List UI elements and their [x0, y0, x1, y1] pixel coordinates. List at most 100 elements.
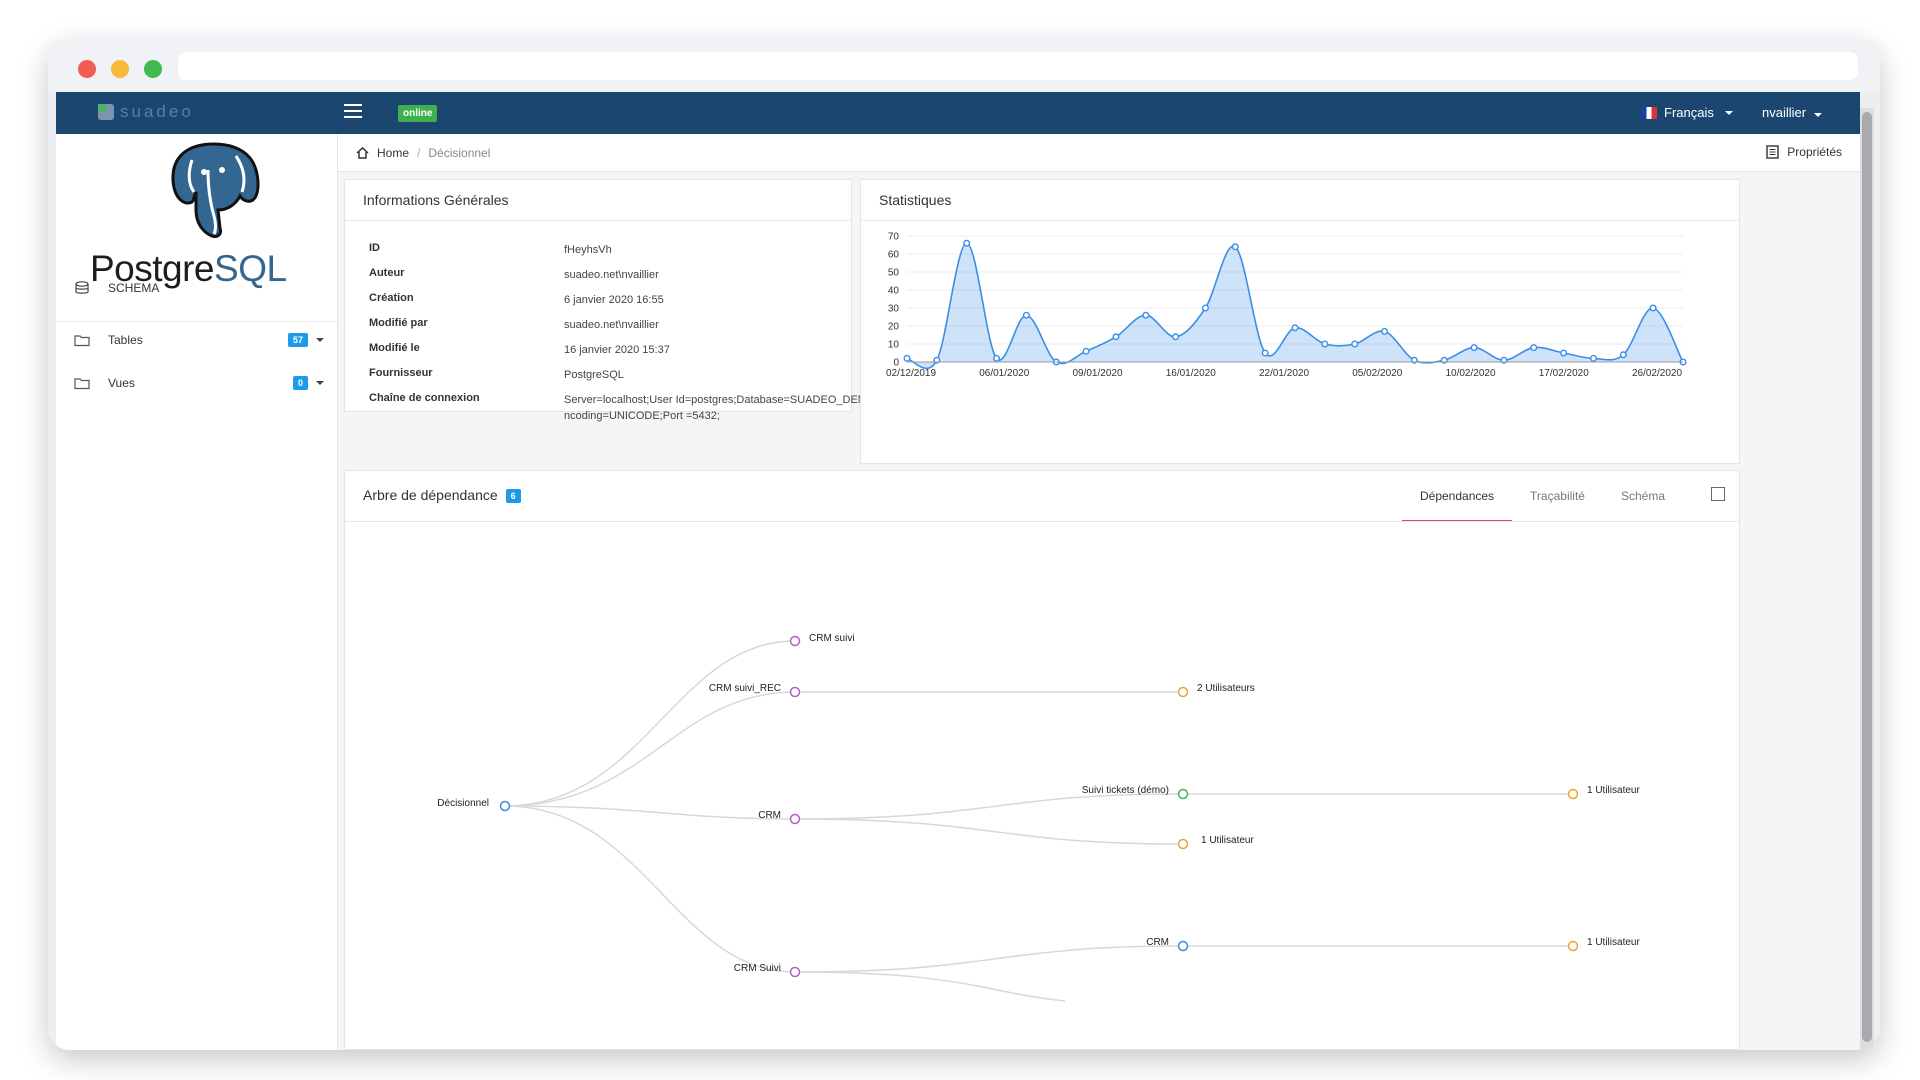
tree-node-crm[interactable]	[789, 813, 801, 825]
tree-node-users-1c[interactable]	[1567, 940, 1579, 952]
card-divider	[861, 220, 1739, 221]
tree-label-crm-suivi-rec: CRM suivi_REC	[709, 683, 781, 694]
suadeo-logo-icon	[98, 104, 114, 120]
info-value: suadeo.net\nvaillier	[564, 269, 659, 281]
tree-node-users-1b[interactable]	[1177, 838, 1189, 850]
count-badge: 6	[505, 489, 521, 504]
statistics-chart: 0 10 20 30 40 50 60 70 02/12/2019 06/01/2020 09/01…	[886, 232, 1687, 379]
tree-link	[504, 805, 796, 973]
info-key: Fournisseur	[369, 367, 433, 379]
tree-label-users-1c: 1 Utilisateur	[1587, 937, 1640, 948]
data-point	[1530, 344, 1538, 352]
tree-label-users-1a: 1 Utilisateur	[1587, 785, 1640, 796]
properties-label: Propriétés	[1787, 145, 1842, 159]
sidebar-item-schema[interactable]: SCHEMA	[74, 281, 324, 295]
postgresql-wordmark: PostgreSQL	[90, 248, 287, 290]
data-point	[963, 239, 971, 247]
x-tick-label: 26/02/2020	[1632, 368, 1682, 379]
y-tick-label: 60	[888, 250, 900, 261]
info-key: Modifié le	[369, 342, 420, 354]
data-point	[1082, 347, 1090, 355]
breadcrumb-bar: Home / Décisionnel Propriétés	[338, 134, 1860, 172]
breadcrumb-home[interactable]: Home	[377, 146, 410, 160]
tree-node-users-1a[interactable]	[1567, 788, 1579, 800]
tree-label-crm-suivi-2: CRM Suivi	[734, 963, 781, 974]
language-label: Français	[1664, 105, 1714, 120]
tree-node-crm-suivi-2[interactable]	[789, 966, 801, 978]
card-title: Arbre de dépendance 6	[363, 487, 521, 504]
menu-toggle-icon[interactable]	[344, 104, 362, 118]
breadcrumb: Home / Décisionnel	[356, 146, 490, 160]
sidebar-item-vues[interactable]: Vues 0	[74, 376, 324, 390]
data-point	[1470, 344, 1478, 352]
tree-node-crm-child[interactable]	[1177, 940, 1189, 952]
info-row-author: Auteur suadeo.net\nvaillier	[369, 267, 889, 283]
tree-link	[794, 971, 1066, 1002]
info-key: Chaîne de connexion	[369, 392, 480, 404]
info-key: Modifié par	[369, 317, 428, 329]
info-row-modified-on: Modifié le 16 janvier 2020 15:37	[369, 342, 889, 358]
info-value: suadeo.net\nvaillier	[564, 319, 659, 331]
tree-label-crm: CRM	[758, 810, 781, 821]
tree-node-users-2[interactable]	[1177, 686, 1189, 698]
language-selector[interactable]: Français	[1641, 105, 1733, 120]
chevron-down-icon[interactable]	[316, 381, 324, 385]
data-point	[1231, 243, 1239, 251]
tab-schema[interactable]: Schéma	[1620, 489, 1665, 503]
user-name: nvaillier	[1762, 105, 1807, 120]
data-point	[1112, 333, 1120, 341]
breadcrumb-separator: /	[417, 146, 421, 160]
data-point	[1201, 304, 1209, 312]
minimize-window-button[interactable]	[111, 60, 129, 78]
tree-node-root[interactable]	[499, 800, 511, 812]
y-tick-label: 20	[888, 322, 900, 333]
properties-button[interactable]: Propriétés	[1766, 145, 1842, 159]
data-point	[1649, 304, 1657, 312]
info-row-created: Création 6 janvier 2020 16:55	[369, 292, 889, 308]
dependency-tree-card: Arbre de dépendance 6 Dépendances Traçabi…	[344, 470, 1740, 1050]
info-value: 6 janvier 2020 16:55	[564, 294, 664, 306]
tab-dependances[interactable]: Dépendances	[1401, 471, 1513, 522]
wordmark-right: SQL	[214, 248, 287, 289]
count-badge: 57	[287, 333, 308, 347]
info-row-modified-by: Modifié par suadeo.net\nvaillier	[369, 317, 889, 333]
y-tick-label: 70	[888, 232, 900, 243]
x-tick-label: 06/01/2020	[979, 368, 1029, 379]
sidebar-item-label: Tables	[108, 333, 143, 347]
tab-tracabilite[interactable]: Traçabilité	[1530, 489, 1585, 503]
fullscreen-icon[interactable]	[1711, 487, 1725, 501]
brand-logo[interactable]: suadeo	[98, 102, 194, 122]
data-point	[1589, 354, 1597, 362]
card-title: Statistiques	[879, 192, 952, 208]
info-key: Auteur	[369, 267, 405, 279]
maximize-window-button[interactable]	[144, 60, 162, 78]
sidebar-item-tables[interactable]: Tables 57	[74, 333, 324, 347]
page-scrollbar[interactable]	[1860, 108, 1874, 1050]
close-window-button[interactable]	[78, 60, 96, 78]
user-menu[interactable]: nvaillier	[1762, 105, 1822, 120]
data-point	[1321, 340, 1329, 348]
address-bar[interactable]	[178, 52, 1858, 80]
y-tick-label: 50	[888, 268, 900, 279]
data-point	[1142, 311, 1150, 319]
scrollbar-thumb[interactable]	[1862, 112, 1872, 1042]
status-badge: online	[398, 105, 438, 122]
info-row-provider: Fournisseur PostgreSQL	[369, 367, 889, 383]
data-point	[1619, 351, 1627, 359]
chevron-down-icon[interactable]	[316, 338, 324, 342]
breadcrumb-current: Décisionnel	[428, 146, 491, 160]
tree-link	[504, 805, 796, 820]
tree-node-crm-suivi[interactable]	[789, 635, 801, 647]
info-key: ID	[369, 242, 380, 254]
tree-node-suivi-tickets[interactable]	[1177, 788, 1189, 800]
x-tick-label: 02/12/2019	[886, 368, 936, 379]
data-point	[1351, 340, 1359, 348]
postgresql-logo: PostgreSQL	[90, 140, 310, 290]
sidebar-divider	[56, 321, 338, 322]
x-tick-label: 22/01/2020	[1259, 368, 1309, 379]
x-tick-label: 17/02/2020	[1539, 368, 1589, 379]
home-icon[interactable]	[356, 147, 369, 159]
tree-node-crm-suivi-rec[interactable]	[789, 686, 801, 698]
browser-window: suadeo online Français nvaillier	[48, 38, 1880, 1050]
tree-tabs: Dépendances Traçabilité Schéma	[1401, 471, 1683, 522]
